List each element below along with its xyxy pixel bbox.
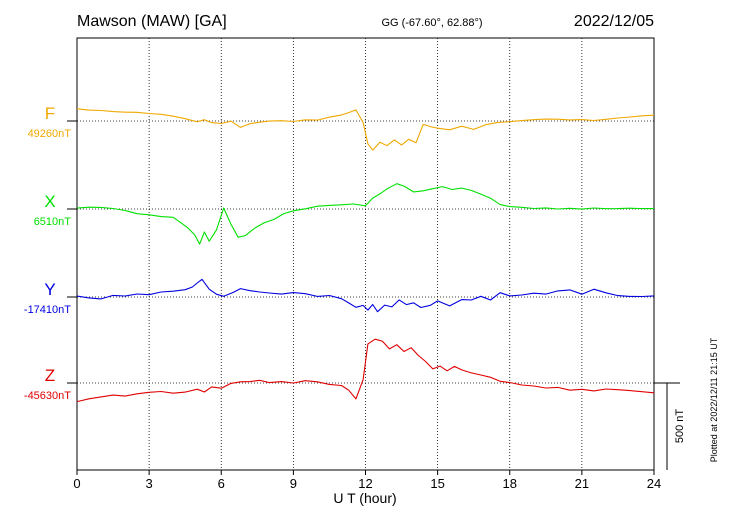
series-f-line xyxy=(76,108,655,151)
baseline-value-f: 49260nT xyxy=(28,128,72,140)
baseline-value-y: -17410nT xyxy=(24,304,71,316)
component-label-z: Z xyxy=(45,366,55,385)
scale-bar: 500 nT xyxy=(654,382,686,470)
x-tick-label: 6 xyxy=(218,476,225,491)
component-label-x: X xyxy=(44,192,55,211)
scale-bar-label: 500 nT xyxy=(674,409,686,444)
component-label-f: F xyxy=(45,104,55,123)
x-tick-label: 24 xyxy=(647,476,661,491)
grid-layer xyxy=(67,38,654,470)
geo-coordinates: GG (-67.60°, 62.88°) xyxy=(381,17,482,29)
series-x-line xyxy=(76,183,654,245)
plotted-timestamp: Plotted at 2022/12/11 21:15 UT xyxy=(709,337,719,462)
x-tick-label: 12 xyxy=(358,476,372,491)
x-tick-label: 3 xyxy=(146,476,153,491)
series-y-line xyxy=(76,278,655,313)
x-tick-label: 18 xyxy=(503,476,517,491)
labels-layer: F 49260nT X 6510nT Y -17410nT Z -45630nT xyxy=(24,104,71,402)
x-axis-label: U T (hour) xyxy=(333,490,396,506)
x-tick-label: 21 xyxy=(575,476,589,491)
x-axis: 0 3 6 9 12 15 18 21 24 xyxy=(73,470,661,491)
x-tick-label: 9 xyxy=(290,476,297,491)
station-title: Mawson (MAW) [GA] xyxy=(77,13,227,30)
series-z-line xyxy=(76,338,655,403)
component-label-y: Y xyxy=(44,280,55,299)
baseline-value-z: -45630nT xyxy=(24,390,71,402)
series-layer xyxy=(76,108,655,403)
x-tick-label: 0 xyxy=(73,476,80,491)
x-tick-label: 15 xyxy=(430,476,444,491)
plot-date: 2022/12/05 xyxy=(574,13,654,30)
baseline-value-x: 6510nT xyxy=(34,216,72,228)
